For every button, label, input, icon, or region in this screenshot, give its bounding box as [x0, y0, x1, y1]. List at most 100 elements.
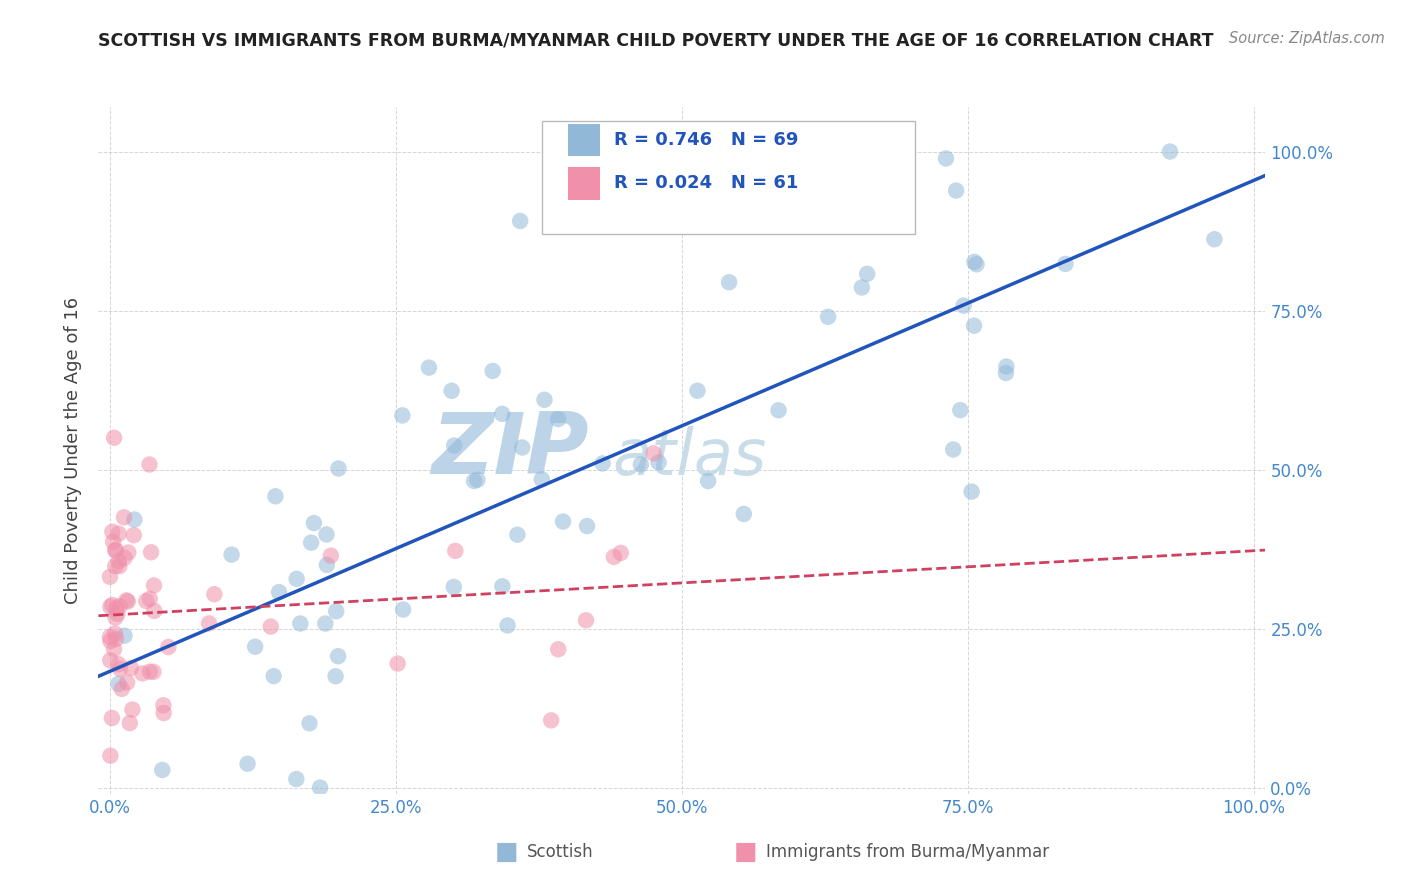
Point	[1204, 232, 1226, 246]
Point	[1159, 145, 1181, 159]
Point	[104, 559, 127, 574]
Point	[117, 594, 139, 608]
Point	[995, 359, 1018, 374]
Point	[100, 634, 122, 648]
Point	[157, 640, 180, 654]
Point	[530, 472, 553, 486]
Point	[98, 599, 121, 614]
Point	[319, 549, 342, 563]
Point	[440, 384, 463, 398]
Point	[963, 255, 986, 269]
Point	[686, 384, 709, 398]
Point	[120, 661, 142, 675]
Point	[104, 543, 127, 558]
Point	[963, 318, 986, 333]
Point	[107, 657, 129, 672]
Point	[114, 550, 136, 565]
Point	[509, 214, 531, 228]
Point	[139, 545, 162, 559]
Point	[540, 714, 562, 728]
Text: SCOTTISH VS IMMIGRANTS FROM BURMA/MYANMAR CHILD POVERTY UNDER THE AGE OF 16 CORR: SCOTTISH VS IMMIGRANTS FROM BURMA/MYANMA…	[98, 31, 1213, 49]
Point	[101, 524, 124, 539]
Point	[299, 535, 322, 549]
Point	[575, 613, 598, 627]
Point	[718, 275, 741, 289]
Point	[290, 616, 312, 631]
Point	[105, 632, 128, 646]
Point	[491, 407, 513, 421]
Point	[496, 618, 519, 632]
Point	[768, 403, 790, 417]
Point	[392, 602, 415, 616]
Point	[533, 392, 555, 407]
Point	[104, 610, 127, 624]
Point	[143, 578, 166, 592]
Point	[603, 549, 626, 564]
FancyBboxPatch shape	[541, 120, 915, 234]
Text: Source: ZipAtlas.com: Source: ZipAtlas.com	[1229, 31, 1385, 46]
Point	[592, 457, 614, 471]
Text: R = 0.024   N = 61: R = 0.024 N = 61	[614, 174, 799, 193]
Point	[105, 602, 128, 616]
Point	[949, 403, 972, 417]
Point	[547, 642, 569, 657]
Point	[418, 360, 440, 375]
Text: Immigrants from Burma/Myanmar: Immigrants from Burma/Myanmar	[766, 843, 1049, 861]
Point	[111, 681, 134, 696]
Point	[103, 642, 125, 657]
Point	[391, 409, 413, 423]
Point	[101, 598, 124, 612]
Point	[115, 675, 138, 690]
Point	[315, 558, 337, 572]
Point	[135, 594, 157, 608]
Point	[960, 484, 983, 499]
Point	[108, 599, 131, 614]
Point	[103, 431, 125, 445]
Point	[117, 545, 139, 559]
Point	[444, 544, 467, 558]
Point	[851, 280, 873, 294]
Point	[139, 591, 162, 606]
Point	[131, 666, 153, 681]
Text: ■: ■	[495, 840, 517, 863]
Point	[139, 665, 162, 679]
Text: ZIP: ZIP	[430, 409, 589, 492]
Point	[326, 649, 349, 664]
Point	[733, 507, 755, 521]
Point	[152, 706, 174, 720]
Point	[952, 299, 974, 313]
Point	[285, 572, 308, 586]
Point	[121, 702, 143, 716]
Text: R = 0.746   N = 69: R = 0.746 N = 69	[614, 131, 799, 149]
Point	[935, 152, 957, 166]
Point	[630, 458, 652, 472]
Point	[107, 526, 129, 541]
Point	[1054, 257, 1077, 271]
Point	[107, 554, 129, 568]
Point	[107, 607, 129, 621]
Point	[942, 442, 965, 457]
Point	[263, 669, 285, 683]
Point	[325, 604, 347, 618]
Point	[101, 534, 124, 549]
Point	[443, 580, 465, 594]
Point	[108, 559, 131, 574]
Point	[309, 780, 332, 795]
Text: atlas: atlas	[612, 426, 766, 488]
Point	[994, 366, 1017, 380]
Point	[315, 527, 337, 541]
Point	[260, 619, 283, 633]
Point	[267, 585, 290, 599]
Point	[98, 630, 121, 644]
Point	[966, 257, 988, 271]
Point	[114, 629, 136, 643]
Point	[856, 267, 879, 281]
Point	[285, 772, 308, 786]
Point	[387, 657, 409, 671]
Point	[107, 677, 129, 691]
Point	[547, 412, 569, 426]
Point	[945, 184, 967, 198]
Point	[325, 669, 347, 683]
Point	[264, 489, 287, 503]
Point	[551, 515, 574, 529]
